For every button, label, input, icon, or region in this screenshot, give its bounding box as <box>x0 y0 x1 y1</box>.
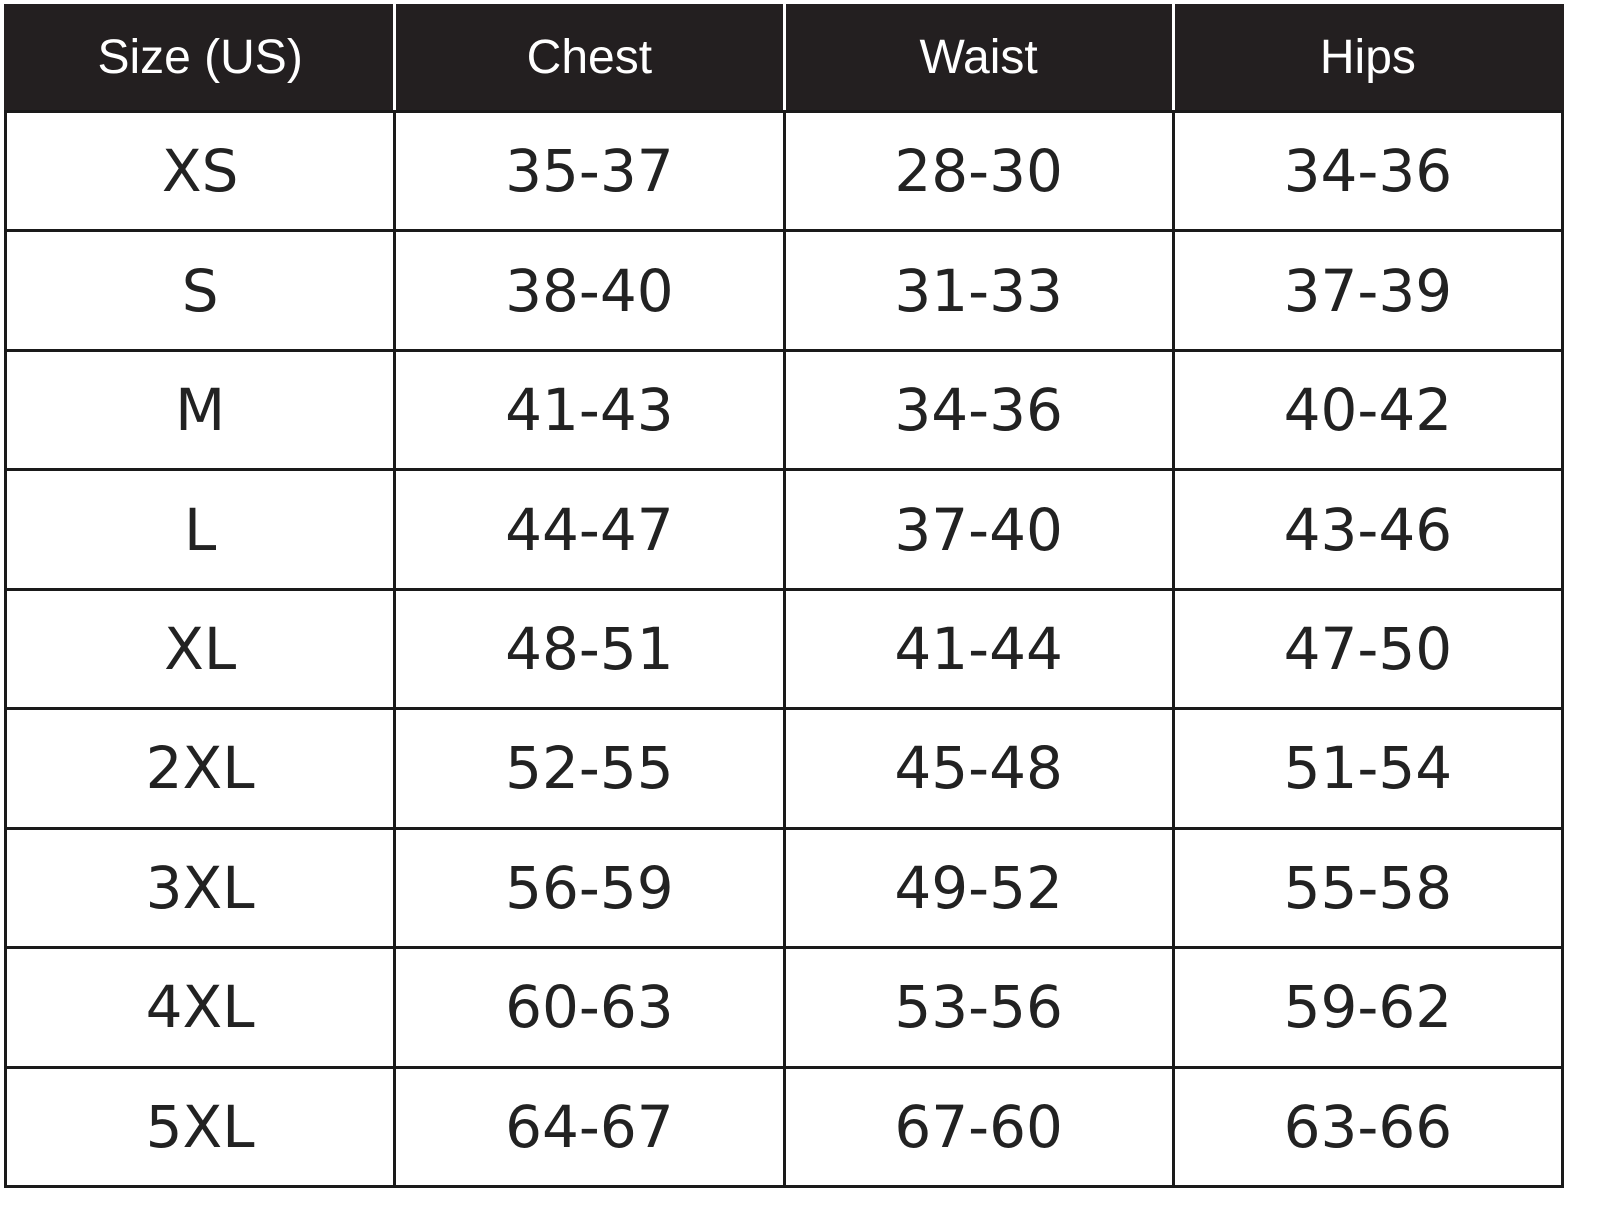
measure-cell: 64-67 <box>393 1065 786 1188</box>
measure-cell: 51-54 <box>1171 707 1565 830</box>
table-row: 5XL 64-67 67-60 63-66 <box>3 1065 1565 1188</box>
table-body: XS 35-37 28-30 34-36 S 38-40 31-33 37-39 M 41-43 3… <box>3 109 1565 1188</box>
measure-cell: 38-40 <box>393 229 786 352</box>
table-head: Size (US) Chest Waist Hips <box>3 4 1565 113</box>
table-row: XL 48-51 41-44 47-50 <box>3 587 1565 711</box>
measure-cell: 41-44 <box>782 587 1175 711</box>
table-row: 4XL 60-63 53-56 59-62 <box>3 946 1565 1069</box>
header-row: Size (US) Chest Waist Hips <box>3 4 1565 113</box>
measure-cell: 49-52 <box>782 826 1175 950</box>
measure-cell: 40-42 <box>1171 348 1565 472</box>
size-cell: 2XL <box>3 707 397 830</box>
measure-cell: 37-40 <box>782 468 1175 591</box>
column-header: Waist <box>782 4 1175 113</box>
measure-cell: 60-63 <box>393 946 786 1069</box>
size-cell: XL <box>3 587 397 711</box>
table-row: L 44-47 37-40 43-46 <box>3 468 1565 591</box>
measure-cell: 52-55 <box>393 707 786 830</box>
size-table: Size (US) Chest Waist Hips XS 35-37 28-30 34-3… <box>3 4 1565 1188</box>
measure-cell: 59-62 <box>1171 946 1565 1069</box>
measure-cell: 44-47 <box>393 468 786 591</box>
measure-cell: 35-37 <box>393 109 786 233</box>
table-row: M 41-43 34-36 40-42 <box>3 348 1565 472</box>
measure-cell: 34-36 <box>782 348 1175 472</box>
table-row: 2XL 52-55 45-48 51-54 <box>3 707 1565 830</box>
measure-cell: 37-39 <box>1171 229 1565 352</box>
measure-cell: 55-58 <box>1171 826 1565 950</box>
table-row: S 38-40 31-33 37-39 <box>3 229 1565 352</box>
size-cell: 3XL <box>3 826 397 950</box>
size-cell: S <box>3 229 397 352</box>
size-cell: 5XL <box>3 1065 397 1188</box>
measure-cell: 31-33 <box>782 229 1175 352</box>
measure-cell: 47-50 <box>1171 587 1565 711</box>
column-header: Size (US) <box>3 4 397 113</box>
measure-cell: 56-59 <box>393 826 786 950</box>
measure-cell: 34-36 <box>1171 109 1565 233</box>
size-cell: L <box>3 468 397 591</box>
column-header: Chest <box>393 4 786 113</box>
table-row: XS 35-37 28-30 34-36 <box>3 109 1565 233</box>
measure-cell: 45-48 <box>782 707 1175 830</box>
measure-cell: 67-60 <box>782 1065 1175 1188</box>
table-row: 3XL 56-59 49-52 55-58 <box>3 826 1565 950</box>
measure-cell: 63-66 <box>1171 1065 1565 1188</box>
measure-cell: 43-46 <box>1171 468 1565 591</box>
measure-cell: 28-30 <box>782 109 1175 233</box>
measure-cell: 53-56 <box>782 946 1175 1069</box>
size-cell: XS <box>3 109 397 233</box>
measure-cell: 41-43 <box>393 348 786 472</box>
size-cell: 4XL <box>3 946 397 1069</box>
measure-cell: 48-51 <box>393 587 786 711</box>
size-cell: M <box>3 348 397 472</box>
column-header: Hips <box>1171 4 1565 113</box>
